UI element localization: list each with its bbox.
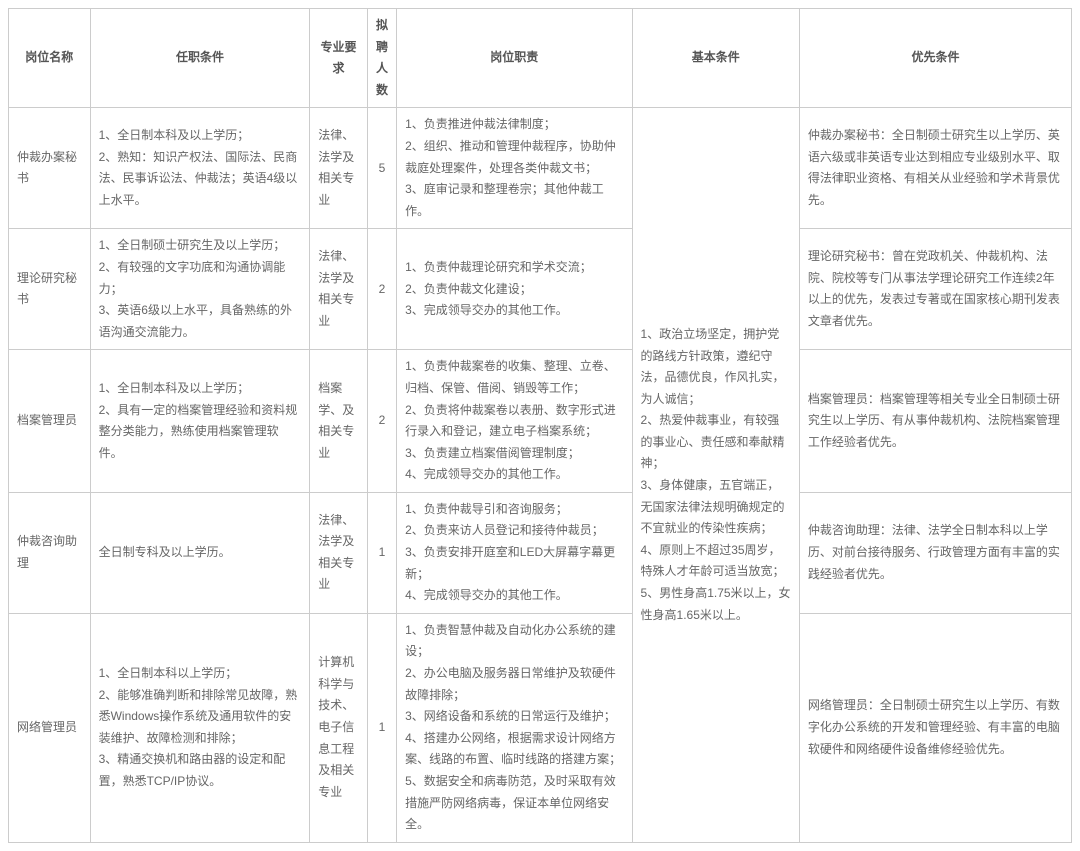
table-header-row: 岗位名称 任职条件 专业要求 拟聘人数 岗位职责 基本条件 优先条件: [9, 9, 1072, 108]
cell-duties: 1、负责智慧仲裁及自动化办公系统的建设；2、办公电脑及服务器日常维护及软硬件故障…: [397, 613, 632, 842]
header-position: 岗位名称: [9, 9, 91, 108]
cell-duties: 1、负责仲裁导引和咨询服务；2、负责来访人员登记和接待仲裁员；3、负责安排开庭室…: [397, 492, 632, 613]
cell-requirements: 1、全日制硕士研究生及以上学历；2、有较强的文字功底和沟通协调能力；3、英语6级…: [90, 229, 310, 350]
cell-number: 1: [367, 613, 396, 842]
table-row: 仲裁办案秘书 1、全日制本科及以上学历；2、熟知：知识产权法、国际法、民商法、民…: [9, 108, 1072, 229]
cell-preference: 仲裁办案秘书：全日制硕士研究生以上学历、英语六级或非英语专业达到相应专业级别水平…: [799, 108, 1071, 229]
cell-requirements: 1、全日制本科及以上学历；2、具有一定的档案管理经验和资料规整分类能力，熟练使用…: [90, 350, 310, 493]
cell-major: 法律、法学及相关专业: [310, 492, 368, 613]
cell-requirements: 1、全日制本科以上学历；2、能够准确判断和排除常见故障，熟悉Windows操作系…: [90, 613, 310, 842]
cell-position: 网络管理员: [9, 613, 91, 842]
cell-duties: 1、负责仲裁案卷的收集、整理、立卷、归档、保管、借阅、销毁等工作；2、负责将仲裁…: [397, 350, 632, 493]
cell-duties: 1、负责仲裁理论研究和学术交流；2、负责仲裁文化建设；3、完成领导交办的其他工作…: [397, 229, 632, 350]
table-row: 网络管理员 1、全日制本科以上学历；2、能够准确判断和排除常见故障，熟悉Wind…: [9, 613, 1072, 842]
header-number: 拟聘人数: [367, 9, 396, 108]
table-row: 档案管理员 1、全日制本科及以上学历；2、具有一定的档案管理经验和资料规整分类能…: [9, 350, 1072, 493]
cell-major: 法律、法学及相关专业: [310, 108, 368, 229]
cell-number: 2: [367, 229, 396, 350]
cell-number: 1: [367, 492, 396, 613]
header-preference: 优先条件: [799, 9, 1071, 108]
header-major: 专业要求: [310, 9, 368, 108]
header-requirements: 任职条件: [90, 9, 310, 108]
recruitment-table: 岗位名称 任职条件 专业要求 拟聘人数 岗位职责 基本条件 优先条件 仲裁办案秘…: [8, 8, 1072, 843]
cell-position: 档案管理员: [9, 350, 91, 493]
cell-basic-conditions: 1、政治立场坚定，拥护党的路线方针政策，遵纪守法，品德优良，作风扎实，为人诚信；…: [632, 108, 799, 842]
cell-position: 仲裁办案秘书: [9, 108, 91, 229]
cell-preference: 理论研究秘书：曾在党政机关、仲裁机构、法院、院校等专门从事法学理论研究工作连续2…: [799, 229, 1071, 350]
header-duties: 岗位职责: [397, 9, 632, 108]
header-basic: 基本条件: [632, 9, 799, 108]
cell-duties: 1、负责推进仲裁法律制度；2、组织、推动和管理仲裁程序，协助仲裁庭处理案件，处理…: [397, 108, 632, 229]
cell-position: 仲裁咨询助理: [9, 492, 91, 613]
table-row: 仲裁咨询助理 全日制专科及以上学历。 法律、法学及相关专业 1 1、负责仲裁导引…: [9, 492, 1072, 613]
cell-requirements: 1、全日制本科及以上学历；2、熟知：知识产权法、国际法、民商法、民事诉讼法、仲裁…: [90, 108, 310, 229]
cell-major: 法律、法学及相关专业: [310, 229, 368, 350]
cell-requirements: 全日制专科及以上学历。: [90, 492, 310, 613]
cell-position: 理论研究秘书: [9, 229, 91, 350]
cell-preference: 仲裁咨询助理：法律、法学全日制本科以上学历、对前台接待服务、行政管理方面有丰富的…: [799, 492, 1071, 613]
cell-major: 计算机科学与技术、电子信息工程及相关专业: [310, 613, 368, 842]
cell-number: 2: [367, 350, 396, 493]
table-row: 理论研究秘书 1、全日制硕士研究生及以上学历；2、有较强的文字功底和沟通协调能力…: [9, 229, 1072, 350]
cell-preference: 档案管理员：档案管理等相关专业全日制硕士研究生以上学历、有从事仲裁机构、法院档案…: [799, 350, 1071, 493]
cell-number: 5: [367, 108, 396, 229]
cell-preference: 网络管理员：全日制硕士研究生以上学历、有数字化办公系统的开发和管理经验、有丰富的…: [799, 613, 1071, 842]
cell-major: 档案学、及相关专业: [310, 350, 368, 493]
